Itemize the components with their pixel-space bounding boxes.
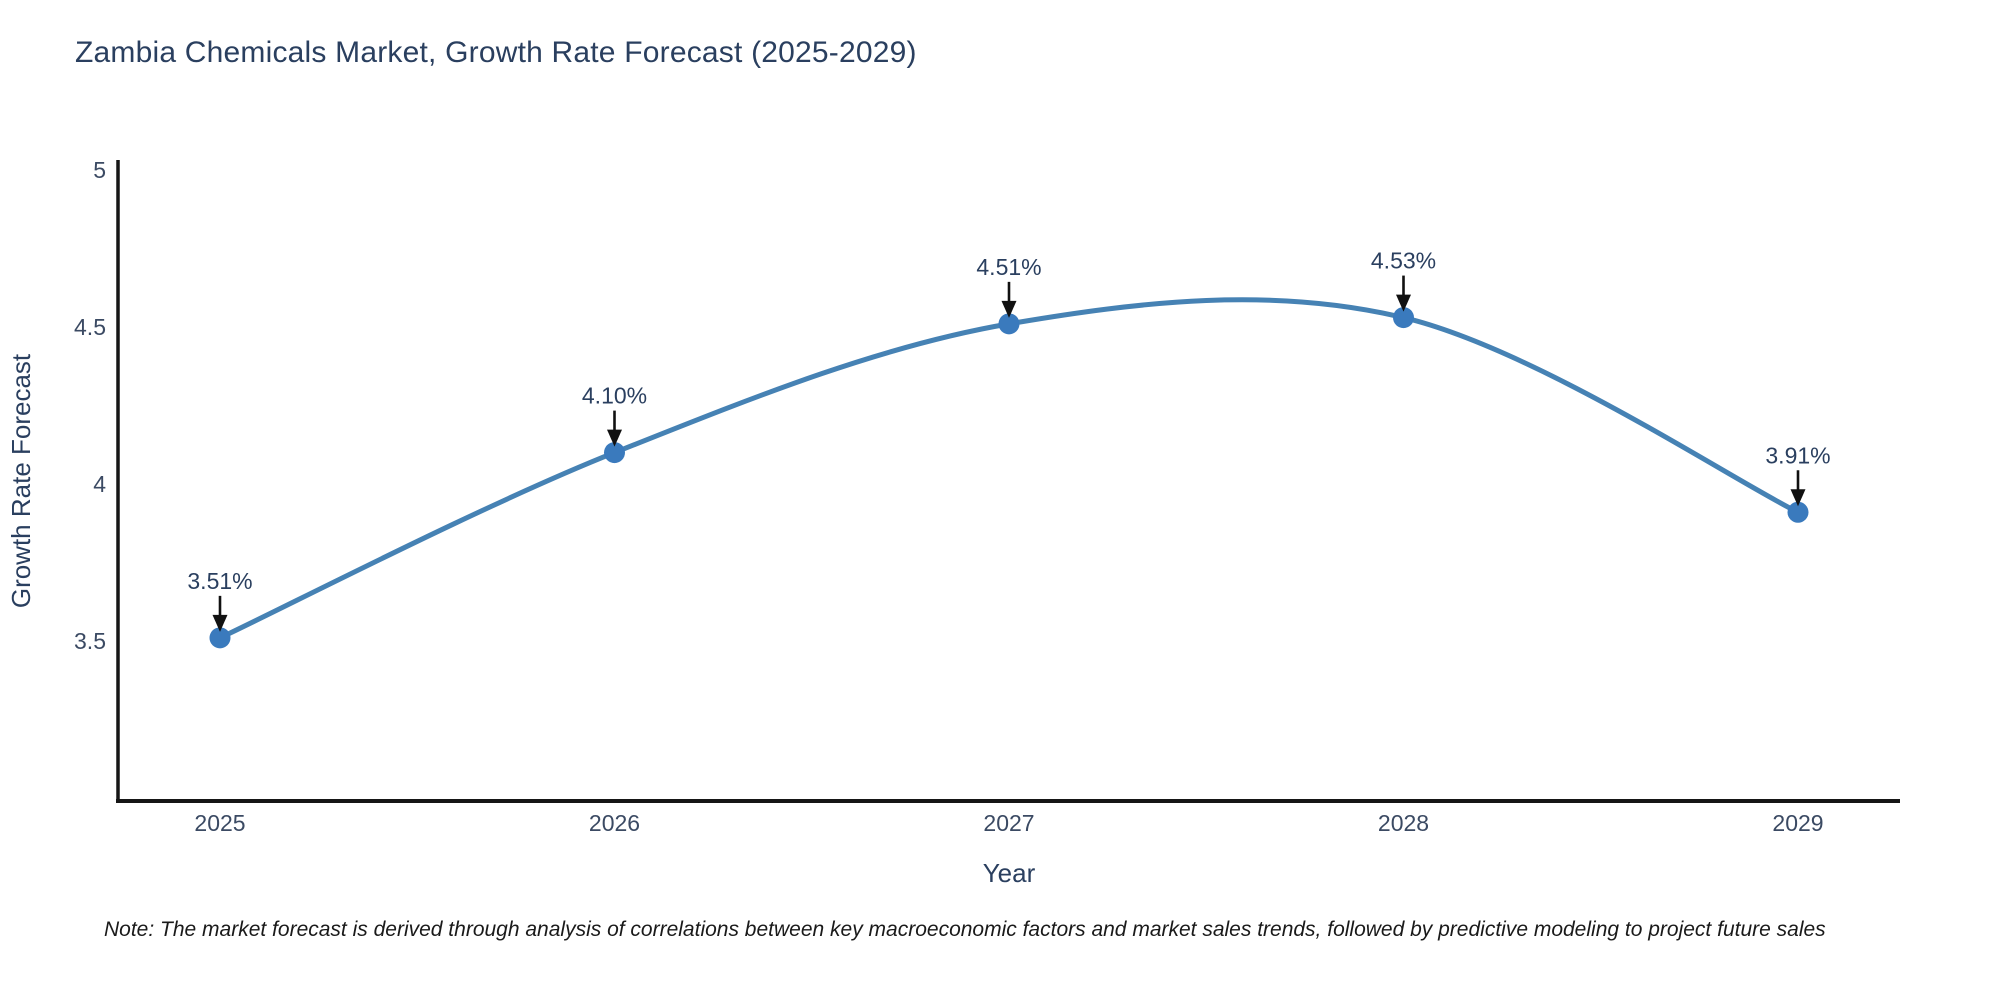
data-point-2028[interactable] — [1393, 307, 1414, 329]
data-point-2027[interactable] — [998, 313, 1020, 335]
annotation-arrowhead-icon — [607, 429, 622, 447]
x-tick-label: 2025 — [194, 810, 245, 836]
annotation-arrowhead-icon — [1001, 300, 1017, 318]
y-tick-label: 5 — [93, 157, 106, 183]
annotation-arrowhead-icon — [1790, 489, 1806, 507]
data-point-2026[interactable] — [604, 442, 625, 464]
point-value-label: 3.51% — [187, 568, 252, 594]
annotation-arrowhead-icon — [1396, 294, 1411, 312]
y-tick-label: 4.5 — [74, 314, 106, 340]
x-tick-label: 2027 — [983, 810, 1034, 836]
point-value-label: 3.91% — [1765, 442, 1830, 468]
y-tick-label: 4 — [93, 471, 106, 497]
data-point-2025[interactable] — [209, 627, 231, 649]
x-tick-label: 2028 — [1378, 810, 1429, 836]
series-layer: 5 4.5 4 3.5 2025 2026 2027 2028 2029 3.51% 4.10% 4.… — [74, 157, 1831, 836]
y-tick-label: 3.5 — [74, 628, 106, 654]
series-line — [217, 297, 1801, 641]
footnote: Note: The market forecast is derived thr… — [104, 918, 1826, 941]
x-tick-label: 2029 — [1772, 810, 1823, 836]
chart-title: Zambia Chemicals Market, Growth Rate For… — [75, 36, 917, 69]
data-point-2029[interactable] — [1787, 501, 1809, 523]
point-value-label: 4.51% — [976, 254, 1041, 280]
x-tick-label: 2026 — [589, 810, 640, 836]
point-value-label: 4.53% — [1371, 248, 1436, 274]
y-axis-title: Growth Rate Forecast — [6, 353, 36, 608]
x-axis-title: Year — [983, 858, 1036, 888]
point-value-label: 4.10% — [582, 383, 647, 409]
annotation-arrowhead-icon — [212, 614, 228, 632]
